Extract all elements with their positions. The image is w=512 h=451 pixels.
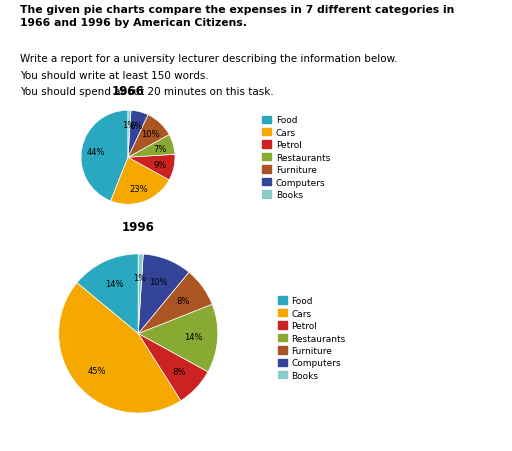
Text: 14%: 14% <box>105 279 124 288</box>
Text: 44%: 44% <box>87 147 105 156</box>
Text: The given pie charts compare the expenses in 7 different categories in
1966 and : The given pie charts compare the expense… <box>20 5 455 28</box>
Wedge shape <box>138 254 189 334</box>
Wedge shape <box>138 272 212 334</box>
Wedge shape <box>128 111 148 158</box>
Legend: Food, Cars, Petrol, Restaurants, Furniture, Computers, Books: Food, Cars, Petrol, Restaurants, Furnitu… <box>276 295 347 382</box>
Wedge shape <box>77 254 138 334</box>
Text: 8%: 8% <box>177 297 190 306</box>
Wedge shape <box>59 283 181 413</box>
Text: 8%: 8% <box>172 367 185 376</box>
Text: 10%: 10% <box>150 277 168 286</box>
Text: You should write at least 150 words.: You should write at least 150 words. <box>20 71 209 81</box>
Text: 7%: 7% <box>153 144 166 153</box>
Wedge shape <box>138 254 143 334</box>
Wedge shape <box>81 111 128 202</box>
Text: 14%: 14% <box>184 333 203 342</box>
Text: 1%: 1% <box>133 274 146 283</box>
Text: 10%: 10% <box>141 129 160 138</box>
Legend: Food, Cars, Petrol, Restaurants, Furniture, Computers, Books: Food, Cars, Petrol, Restaurants, Furnitu… <box>261 115 332 201</box>
Text: 9%: 9% <box>154 161 167 170</box>
Wedge shape <box>138 304 218 372</box>
Wedge shape <box>111 158 169 205</box>
Wedge shape <box>138 334 208 401</box>
Wedge shape <box>128 155 175 180</box>
Title: 1996: 1996 <box>122 221 155 233</box>
Text: 23%: 23% <box>130 184 148 193</box>
Wedge shape <box>128 111 131 158</box>
Text: Write a report for a university lecturer describing the information below.: Write a report for a university lecturer… <box>20 54 398 64</box>
Wedge shape <box>128 135 175 158</box>
Text: You should spend about 20 minutes on this task.: You should spend about 20 minutes on thi… <box>20 87 274 97</box>
Wedge shape <box>128 115 169 158</box>
Text: 45%: 45% <box>87 366 105 375</box>
Title: 1966: 1966 <box>112 85 144 98</box>
Text: 1%: 1% <box>122 120 136 129</box>
Text: 6%: 6% <box>130 122 143 130</box>
